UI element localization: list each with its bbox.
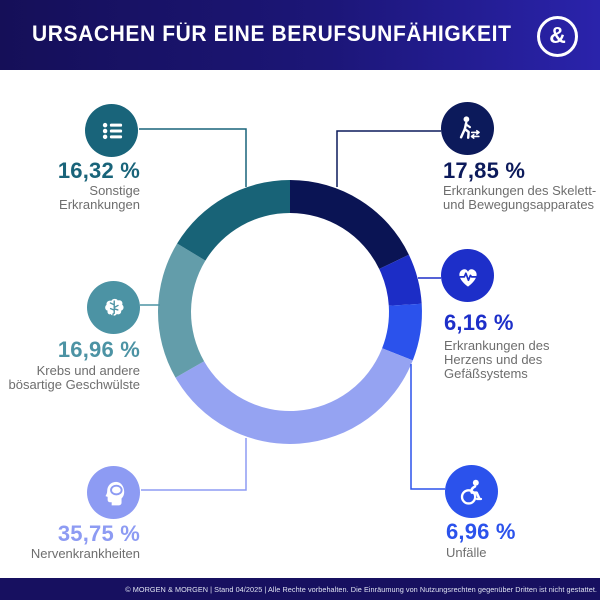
wheelchair-icon — [445, 465, 498, 518]
donut-segment — [175, 348, 413, 444]
label-herz: Erkrankungen des Herzens und des Gefäßsy… — [444, 338, 550, 381]
donut-segment — [157, 243, 206, 378]
label-unfaelle: Unfälle — [446, 545, 487, 560]
callout-connector-line — [141, 438, 247, 491]
percent-herz: 6,16 % — [444, 310, 514, 335]
percent-nerven: 35,75 % — [57, 521, 140, 546]
header-bar: URSACHEN FÜR EINE BERUFSUNFÄHIGKEIT & — [0, 0, 600, 70]
percent-skelett: 17,85 % — [443, 158, 526, 183]
footer-bar: © MORGEN & MORGEN | Stand 04/2025 | Alle… — [0, 578, 600, 600]
copyright-text: © MORGEN & MORGEN | Stand 04/2025 | Alle… — [125, 584, 597, 594]
morgen-und-morgen-logo: & — [537, 16, 578, 57]
head-profile-icon — [87, 466, 140, 519]
percent-sonstige: 16,32 % — [57, 158, 140, 183]
percent-krebs: 16,96 % — [57, 337, 140, 362]
page-title: URSACHEN FÜR EINE BERUFSUNFÄHIGKEIT — [32, 22, 512, 47]
label-nerven: Nervenkrankheiten — [30, 546, 140, 561]
label-skelett: Erkrankungen des Skelett- und Bewegungsa… — [443, 183, 597, 212]
callout-connector-line — [336, 130, 441, 187]
percent-unfaelle: 6,96 % — [446, 519, 516, 544]
donut-segment — [290, 180, 409, 269]
brain-icon — [87, 281, 140, 334]
walking-person-icon — [441, 102, 494, 155]
donut-segment — [379, 254, 422, 306]
donut-segment — [382, 303, 422, 361]
label-krebs: Krebs und andere bösartige Geschwülste — [8, 363, 140, 392]
list-icon — [85, 104, 138, 157]
callout-connector-line — [139, 128, 247, 187]
heart-pulse-icon — [441, 249, 494, 302]
callout-connector-line — [410, 364, 445, 490]
donut-segment — [177, 179, 290, 261]
label-sonstige: Sonstige Erkrankungen — [59, 183, 140, 212]
ampersand-logo-glyph: & — [549, 22, 566, 48]
